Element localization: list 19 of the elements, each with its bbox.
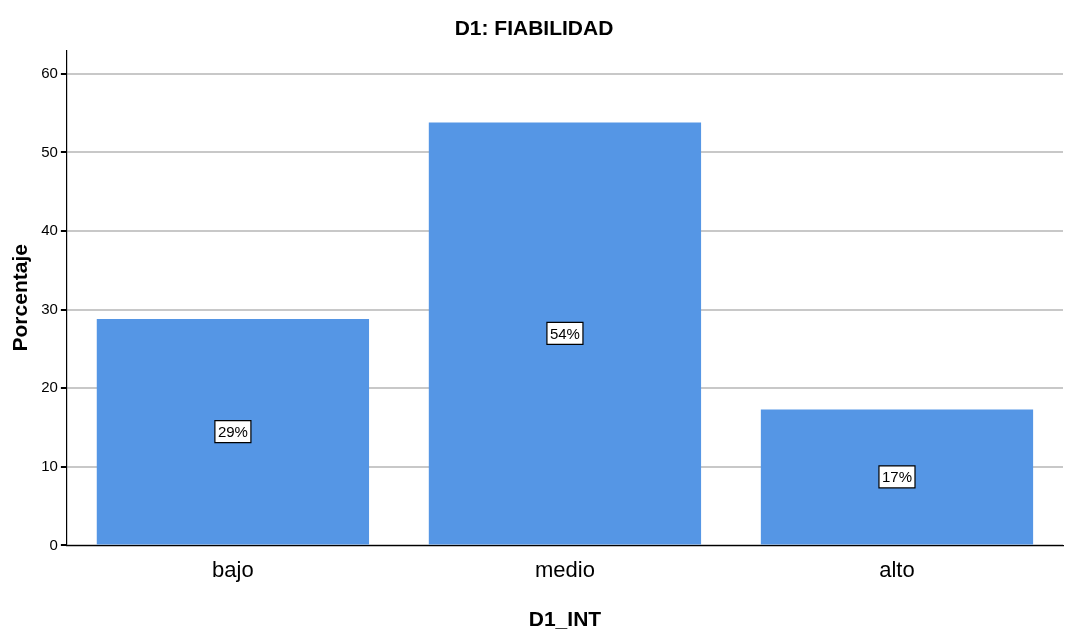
bar bbox=[428, 122, 702, 545]
y-tick-label: 60 bbox=[41, 63, 58, 81]
y-tick-label: 20 bbox=[41, 378, 58, 396]
chart-title: D1: FIABILIDAD bbox=[454, 16, 614, 40]
x-axis-title: D1_INT bbox=[528, 607, 602, 631]
y-tick-label: 50 bbox=[41, 142, 58, 160]
x-tick-label: bajo bbox=[212, 556, 254, 582]
y-tick-label: 30 bbox=[41, 299, 58, 317]
y-axis-title: Porcentaje bbox=[8, 244, 32, 352]
data-label: 17% bbox=[881, 468, 912, 486]
x-tick-label: alto bbox=[879, 556, 915, 582]
y-tick-label: 40 bbox=[41, 221, 58, 239]
data-label: 29% bbox=[217, 422, 248, 440]
x-tick-label: medio bbox=[534, 556, 595, 582]
bar bbox=[96, 319, 370, 545]
y-tick-label: 0 bbox=[49, 535, 58, 553]
bar bbox=[760, 409, 1034, 545]
data-label: 54% bbox=[549, 324, 580, 342]
y-tick-label: 10 bbox=[41, 456, 58, 474]
